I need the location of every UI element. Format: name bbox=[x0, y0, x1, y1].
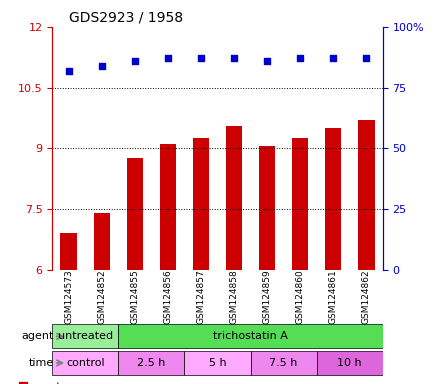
Bar bbox=[357, 120, 374, 270]
Bar bbox=[324, 128, 341, 270]
Text: agent: agent bbox=[21, 331, 54, 341]
FancyBboxPatch shape bbox=[184, 351, 250, 375]
Point bbox=[362, 55, 369, 61]
Bar bbox=[192, 138, 209, 270]
Text: GSM124855: GSM124855 bbox=[130, 269, 139, 324]
Text: GSM124857: GSM124857 bbox=[196, 269, 205, 324]
FancyBboxPatch shape bbox=[52, 324, 118, 348]
Point bbox=[98, 63, 105, 69]
FancyBboxPatch shape bbox=[118, 351, 184, 375]
Point bbox=[65, 68, 72, 74]
Point bbox=[131, 58, 138, 64]
FancyBboxPatch shape bbox=[118, 324, 382, 348]
Text: GSM124573: GSM124573 bbox=[64, 269, 73, 324]
Bar bbox=[291, 138, 308, 270]
Bar bbox=[93, 213, 110, 270]
Bar bbox=[159, 144, 176, 270]
Text: GSM124860: GSM124860 bbox=[295, 269, 304, 324]
Text: time: time bbox=[29, 358, 54, 368]
Text: GSM124859: GSM124859 bbox=[262, 269, 271, 324]
Text: GSM124861: GSM124861 bbox=[328, 269, 337, 324]
FancyBboxPatch shape bbox=[316, 351, 382, 375]
Bar bbox=[258, 146, 275, 270]
FancyBboxPatch shape bbox=[52, 351, 118, 375]
FancyBboxPatch shape bbox=[250, 351, 316, 375]
Text: 10 h: 10 h bbox=[337, 358, 361, 368]
Text: control: control bbox=[66, 358, 104, 368]
Point bbox=[164, 55, 171, 61]
Text: 2.5 h: 2.5 h bbox=[137, 358, 165, 368]
Text: GSM124858: GSM124858 bbox=[229, 269, 238, 324]
Point bbox=[263, 58, 270, 64]
Text: 5 h: 5 h bbox=[208, 358, 226, 368]
Text: GSM124862: GSM124862 bbox=[361, 269, 370, 324]
Legend: count, percentile rank within the sample: count, percentile rank within the sample bbox=[14, 377, 210, 384]
Bar bbox=[126, 158, 143, 270]
Text: GDS2923 / 1958: GDS2923 / 1958 bbox=[69, 10, 182, 24]
Point bbox=[230, 55, 237, 61]
Text: GSM124856: GSM124856 bbox=[163, 269, 172, 324]
Text: trichostatin A: trichostatin A bbox=[213, 331, 287, 341]
Point bbox=[197, 55, 204, 61]
Text: 7.5 h: 7.5 h bbox=[269, 358, 297, 368]
Text: untreated: untreated bbox=[58, 331, 112, 341]
Point bbox=[329, 55, 336, 61]
Bar bbox=[225, 126, 242, 270]
Bar bbox=[60, 233, 77, 270]
Point bbox=[296, 55, 303, 61]
Text: GSM124852: GSM124852 bbox=[97, 269, 106, 324]
